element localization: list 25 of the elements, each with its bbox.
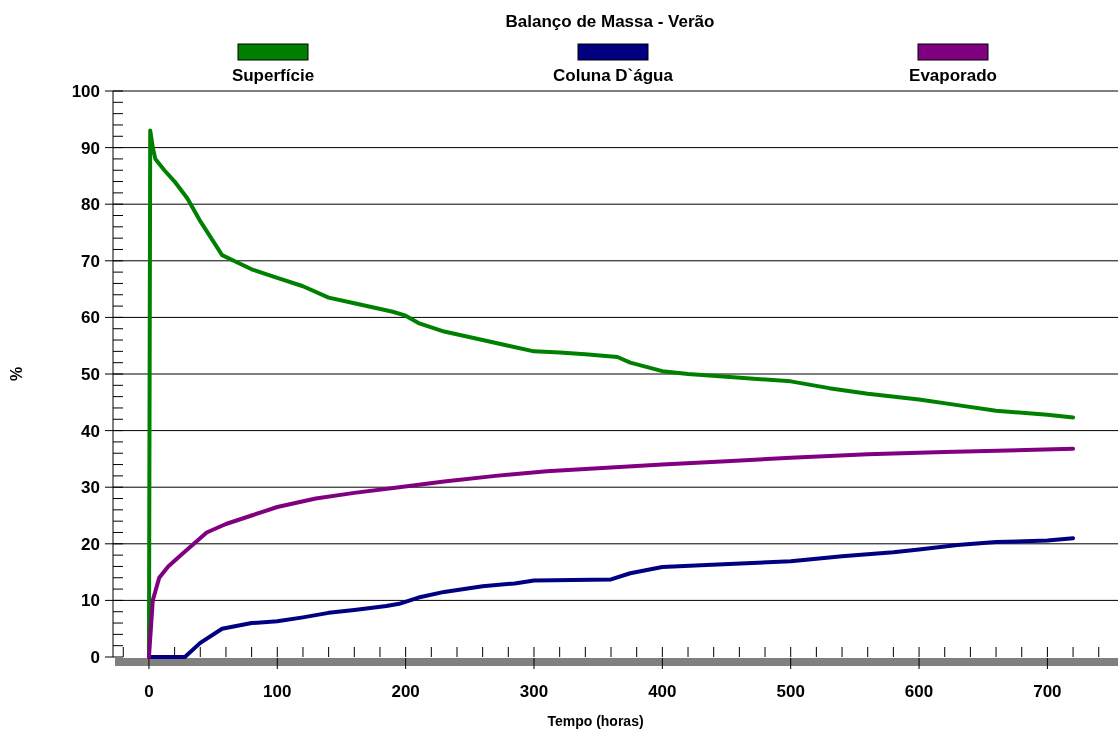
x-tick-label: 400	[648, 682, 677, 701]
legend-label: Superfície	[231, 66, 315, 85]
x-tick-label: 700	[1033, 682, 1062, 701]
y-tick-label: 20	[81, 534, 100, 554]
y-tick-label: 40	[81, 421, 100, 441]
y-tick-label: 60	[81, 308, 100, 328]
x-tick-label: 0	[144, 682, 154, 701]
y-tick-label: 90	[81, 138, 100, 158]
y-tick-label: 70	[81, 251, 100, 271]
y-tick-label: 0	[90, 648, 100, 667]
y-tick-label: 100	[71, 82, 100, 101]
x-tick-label: 300	[519, 682, 549, 701]
y-tick-label: 30	[81, 478, 100, 498]
y-tick-label: 10	[81, 591, 100, 611]
x-tick-label: 100	[263, 682, 292, 701]
legend-label: Coluna D`água	[553, 66, 674, 85]
y-tick-label: 50	[81, 365, 100, 384]
x-tick-label: 500	[776, 682, 805, 701]
x-tick-label: 200	[391, 682, 420, 701]
x-axis-title: Tempo (horas)	[547, 713, 644, 729]
x-tick-label: 600	[904, 682, 934, 701]
chart-title: Balanço de Massa - Verão	[505, 12, 715, 31]
y-axis-title: %	[8, 366, 25, 382]
legend-label: Evaporado	[909, 66, 997, 85]
y-tick-label: 80	[81, 195, 100, 215]
